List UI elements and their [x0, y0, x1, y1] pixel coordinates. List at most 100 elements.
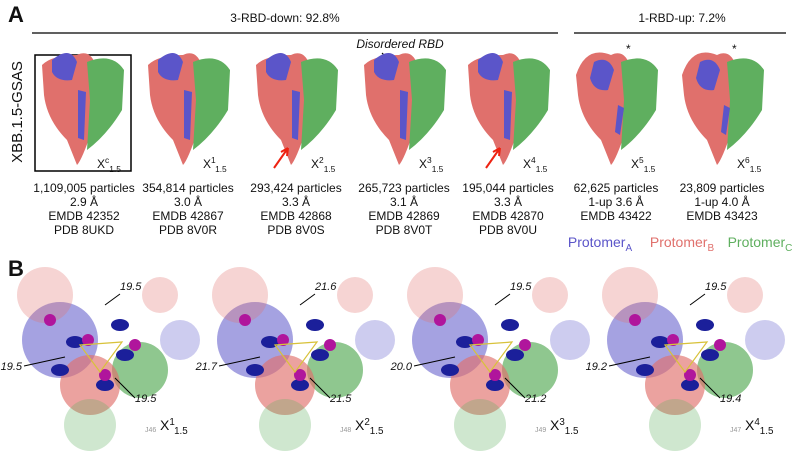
surface-patch [454, 399, 506, 451]
legend-sub: C [785, 243, 792, 254]
surface-patch [355, 320, 395, 360]
label-sup: 5 [639, 155, 644, 165]
density-map [682, 52, 764, 165]
distance-leader [504, 377, 526, 399]
binding-site [636, 364, 654, 376]
glycan [324, 339, 336, 351]
label-sup: 2 [364, 417, 369, 428]
legend-name: Protomer [728, 234, 786, 250]
distance-label: 19.5 [510, 281, 532, 293]
triangle [273, 341, 319, 374]
caption-line: EMDB 42352 [48, 209, 120, 223]
glycan [684, 369, 696, 381]
caption-line: 3.0 Å [174, 194, 202, 209]
structure-label: X11.5 [203, 155, 227, 174]
surface-view [407, 267, 590, 451]
caption-line: 1-up 3.6 Å [588, 194, 643, 209]
image-code: J49 [535, 427, 546, 434]
density-map [42, 52, 124, 165]
density-map [148, 52, 230, 165]
label-sub: 1.5 [644, 164, 656, 174]
binding-site [486, 379, 504, 391]
marker: * [626, 42, 631, 56]
legend-entry: ProtomerA [568, 234, 633, 254]
triangle [663, 341, 709, 374]
surface-patch [532, 277, 568, 313]
glycan [519, 339, 531, 351]
surface-patch [259, 399, 311, 451]
structure-label: X21.5 [311, 155, 336, 174]
surface-view [17, 267, 200, 451]
distance-leader [699, 377, 721, 399]
protomer-a [52, 52, 86, 140]
legend-name: Protomer [650, 234, 708, 250]
distance-label: 19.5 [120, 281, 142, 293]
caption-line: 1,109,005 particles [33, 181, 134, 195]
caption-line: 3.1 Å [390, 194, 418, 209]
label-base: X [311, 157, 319, 171]
caption-line: 23,809 particles [680, 181, 765, 195]
glycan [489, 369, 501, 381]
label-sub: 1.5 [536, 164, 548, 174]
distance-leader [299, 293, 316, 306]
image-code: J46 [145, 427, 156, 434]
caption-line: EMDB 42867 [152, 209, 224, 223]
legend-sub: B [707, 243, 714, 254]
caption-line: PDB 8UKD [54, 223, 114, 237]
distance-label: 21.2 [524, 393, 546, 405]
label-sup: 1 [169, 417, 174, 428]
protomer-c [513, 58, 550, 150]
triangle [468, 341, 514, 374]
caption-line: 293,424 particles [250, 181, 341, 195]
distance-label: 20.0 [390, 361, 413, 373]
distance-label: 19.5 [705, 281, 727, 293]
label-base: X [97, 157, 105, 171]
triangle [78, 341, 124, 374]
distance-label: 19.4 [720, 393, 741, 405]
label-sub: 1.5 [760, 426, 774, 437]
structure-label: X41.5 [523, 155, 548, 174]
protomer-a [374, 52, 408, 140]
structure-label: X11.5 [160, 417, 188, 437]
label-sup: 1 [211, 155, 216, 165]
label-sub: 1.5 [370, 426, 384, 437]
binding-site [696, 319, 714, 331]
structure-label: X21.5 [355, 417, 384, 437]
caption-line: 3.3 Å [282, 194, 310, 209]
label-sup: 3 [427, 155, 432, 165]
binding-site [701, 349, 719, 361]
density-map [256, 52, 338, 165]
protomer-c [727, 58, 764, 150]
density-map [364, 52, 446, 165]
binding-site [306, 319, 324, 331]
protomer-b [576, 52, 631, 165]
structure-label: X51.5 [631, 155, 656, 174]
distance-leader [494, 293, 511, 306]
label-sup: 2 [319, 155, 324, 165]
legend-name: Protomer [568, 234, 626, 250]
panel-label: B [8, 256, 24, 281]
glycan [294, 369, 306, 381]
distance-leader [413, 356, 456, 367]
caption-line: 3.3 Å [494, 194, 522, 209]
caption-line: 1-up 4.0 Å [694, 194, 749, 209]
distance-leader [23, 356, 66, 367]
image-code: J47 [730, 427, 741, 434]
glycan [44, 314, 56, 326]
protomer-c [301, 58, 338, 150]
label-base: X [355, 417, 365, 433]
glycan [667, 334, 679, 346]
group-label: 3-RBD-down: 92.8% [230, 11, 340, 25]
caption-line: PDB 8V0U [479, 223, 537, 237]
surface-patch [160, 320, 200, 360]
distance-label: 19.5 [1, 361, 23, 373]
distance-leader [114, 377, 136, 399]
glycan [277, 334, 289, 346]
glycan [99, 369, 111, 381]
glycan [472, 334, 484, 346]
label-sub: 1.5 [215, 164, 227, 174]
caption-line: 2.9 Å [70, 194, 98, 209]
protomer-c [409, 58, 446, 150]
caption-line: EMDB 42869 [368, 209, 440, 223]
